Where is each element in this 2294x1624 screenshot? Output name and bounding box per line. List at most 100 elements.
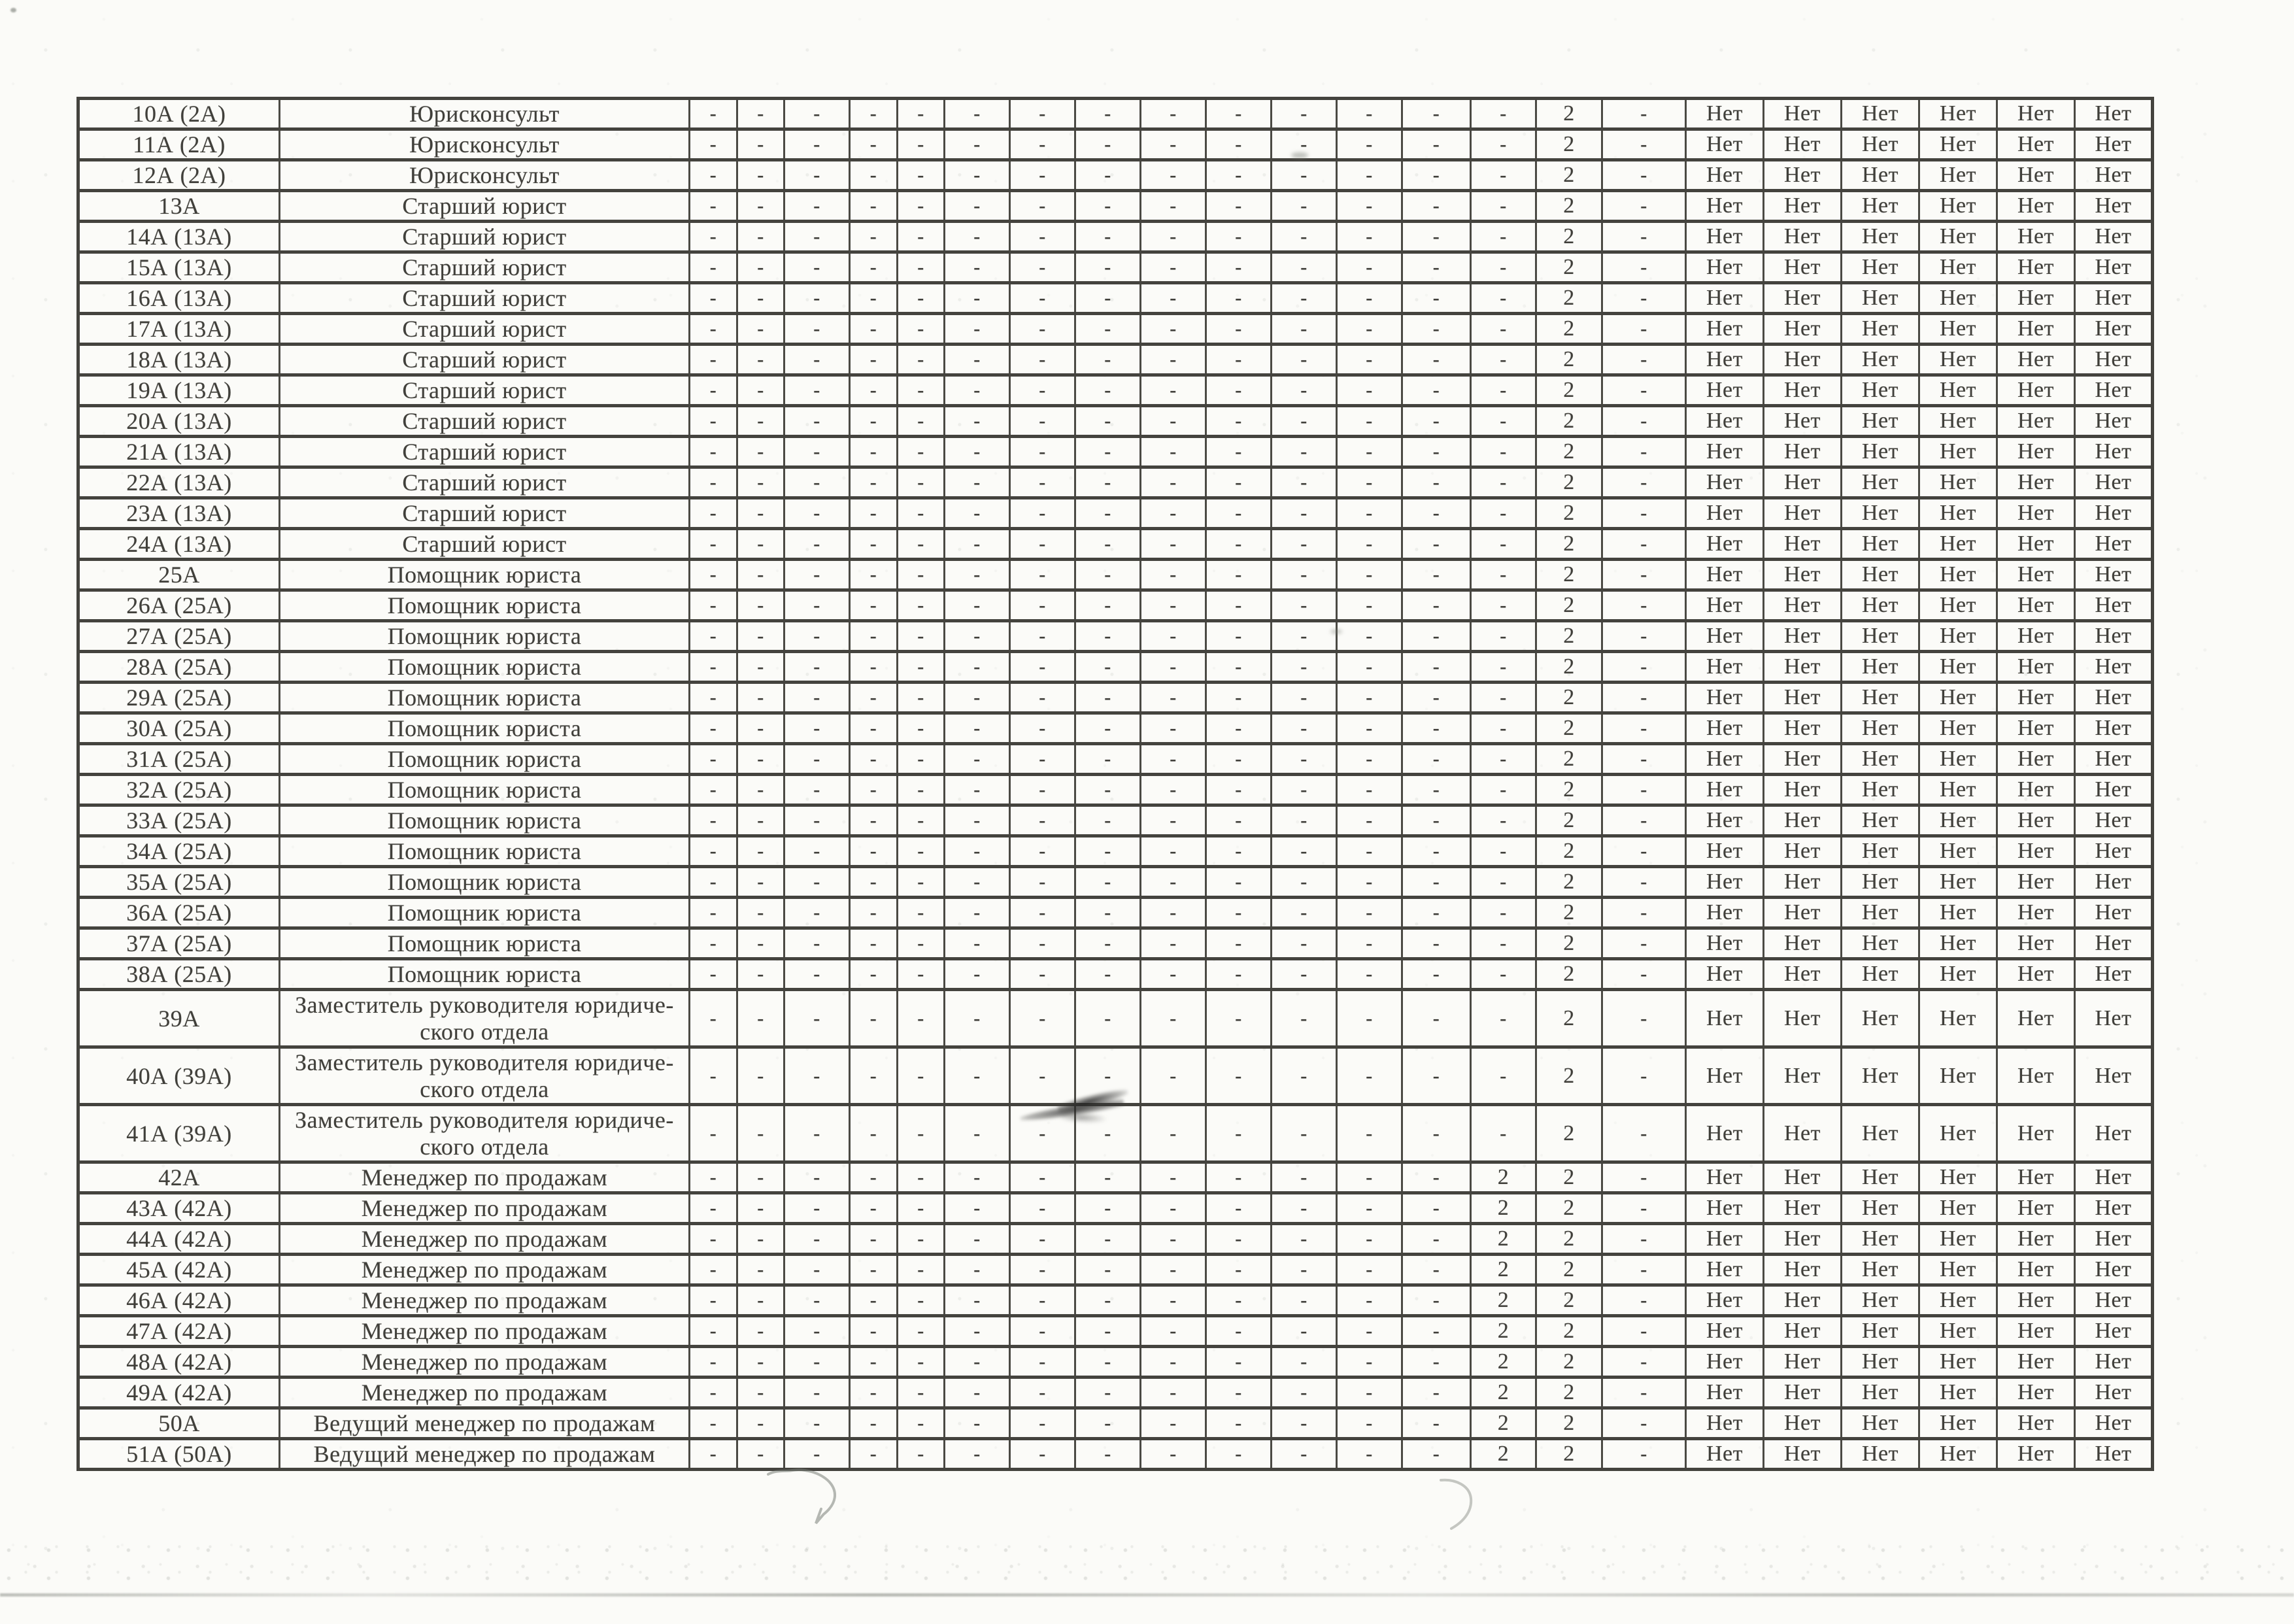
value-cell: - — [1139, 804, 1206, 836]
table-row: 20А (13А) Старший юрист - - - - - - - - - - - - - -2- Не… — [77, 404, 2153, 437]
value-cell: - — [896, 1253, 945, 1285]
value-cell: - — [943, 158, 1010, 191]
value-cell: - — [896, 957, 945, 990]
value-cell: Нет — [2074, 988, 2153, 1047]
value-cell: - — [1470, 312, 1536, 345]
value-cell: 2 — [1535, 834, 1602, 867]
value-cell: Нет — [1763, 465, 1842, 498]
value-cell: Нет — [1763, 158, 1842, 191]
value-cell: - — [896, 1222, 945, 1255]
table-row: 21А (13А) Старший юрист - - - - - - - - - - - - - -2- Не… — [77, 435, 2153, 467]
value-cell: 2 — [1470, 1406, 1536, 1439]
value-cell: - — [783, 681, 850, 713]
value-cell: Нет — [1996, 465, 2075, 498]
table-row: 14А (13А) Старший юрист - - - - - - - - - - - - - -2- Не… — [77, 220, 2153, 252]
value-cell: - — [1601, 1103, 1686, 1162]
value-cell: - — [849, 650, 898, 683]
job-title-cell: Менеджер по продажам — [278, 1191, 690, 1224]
value-cell: - — [1074, 742, 1141, 775]
value-cell: - — [1205, 343, 1272, 375]
value-cell: - — [1401, 865, 1471, 898]
value-cell: Нет — [1685, 558, 1764, 590]
value-cell: Нет — [1685, 250, 1764, 283]
value-cell: - — [736, 1314, 784, 1347]
value-cell: Нет — [1840, 1191, 1919, 1224]
position-code-cell: 38А (25А) — [77, 957, 280, 990]
value-cell: - — [1205, 527, 1272, 560]
value-cell: - — [1401, 189, 1471, 222]
value-cell: Нет — [1840, 1345, 1919, 1378]
value-cell: Нет — [1840, 1103, 1919, 1162]
value-cell: - — [1601, 343, 1686, 375]
value-cell: Нет — [1996, 343, 2075, 375]
value-cell: Нет — [2074, 220, 2153, 252]
value-cell: - — [1601, 896, 1686, 928]
value-cell: Нет — [1685, 1314, 1764, 1347]
value-cell: - — [736, 1376, 784, 1408]
table-row: 10А (2А) Юрисконсульт - - - - - - - - - - - - - -2- Нет Н… — [77, 97, 2153, 129]
value-cell: Нет — [1763, 711, 1842, 744]
value-cell: - — [1270, 1437, 1337, 1470]
value-cell: Нет — [1996, 896, 2075, 928]
scan-edge-line — [0, 1593, 2294, 1597]
value-cell: - — [1336, 1406, 1402, 1439]
value-cell: - — [1205, 127, 1272, 160]
value-cell: - — [1270, 988, 1337, 1047]
value-cell: - — [1601, 250, 1686, 283]
value-cell: - — [736, 250, 784, 283]
value-cell: - — [1270, 957, 1337, 990]
value-cell: - — [1270, 1160, 1337, 1193]
value-cell: - — [1074, 588, 1141, 621]
value-cell: - — [1074, 988, 1141, 1047]
value-cell: - — [1009, 404, 1075, 437]
value-cell: Нет — [1685, 158, 1764, 191]
value-cell: - — [896, 250, 945, 283]
value-cell: - — [1205, 865, 1272, 898]
table-row: 45А (42А) Менеджер по продажам - - - - - - - - - - -… — [77, 1253, 2153, 1285]
value-cell: - — [943, 527, 1010, 560]
value-cell: - — [1336, 773, 1402, 805]
value-cell: - — [1336, 250, 1402, 283]
value-cell: - — [943, 619, 1010, 652]
value-cell: - — [1074, 865, 1141, 898]
value-cell: Нет — [1918, 988, 1997, 1047]
value-cell: - — [896, 865, 945, 898]
value-cell: - — [896, 312, 945, 345]
value-cell: - — [688, 1437, 737, 1470]
value-cell: - — [1009, 1160, 1075, 1193]
value-cell: Нет — [1763, 343, 1842, 375]
value-cell: - — [1336, 404, 1402, 437]
value-cell: 2 — [1535, 957, 1602, 990]
table-row: 30А (25А) Помощник юриста - - - - - - - - - - - - - -2-… — [77, 711, 2153, 744]
value-cell: Нет — [1763, 834, 1842, 867]
value-cell: - — [1009, 97, 1075, 129]
value-cell: - — [1401, 527, 1471, 560]
value-cell: - — [1270, 619, 1337, 652]
value-cell: Нет — [1685, 1045, 1764, 1105]
value-cell: - — [849, 1103, 898, 1162]
value-cell: - — [1601, 97, 1686, 129]
value-cell: - — [1205, 926, 1272, 959]
value-cell: - — [1270, 926, 1337, 959]
value-cell: Нет — [1996, 1314, 2075, 1347]
value-cell: - — [1009, 896, 1075, 928]
value-cell: Нет — [1996, 1103, 2075, 1162]
value-cell: - — [1336, 558, 1402, 590]
value-cell: - — [1270, 343, 1337, 375]
value-cell: - — [1009, 1314, 1075, 1347]
value-cell: - — [1401, 373, 1471, 406]
value-cell: - — [943, 404, 1010, 437]
value-cell: Нет — [1996, 988, 2075, 1047]
value-cell: - — [1270, 742, 1337, 775]
value-cell: Нет — [2074, 1376, 2153, 1408]
value-cell: - — [736, 404, 784, 437]
value-cell: - — [1336, 1283, 1402, 1316]
value-cell: Нет — [1996, 957, 2075, 990]
value-cell: - — [1470, 773, 1536, 805]
value-cell: - — [1074, 343, 1141, 375]
value-cell: - — [1009, 281, 1075, 314]
value-cell: - — [1601, 1345, 1686, 1378]
value-cell: - — [1139, 1345, 1206, 1378]
value-cell: - — [783, 435, 850, 467]
value-cell: - — [1470, 189, 1536, 222]
